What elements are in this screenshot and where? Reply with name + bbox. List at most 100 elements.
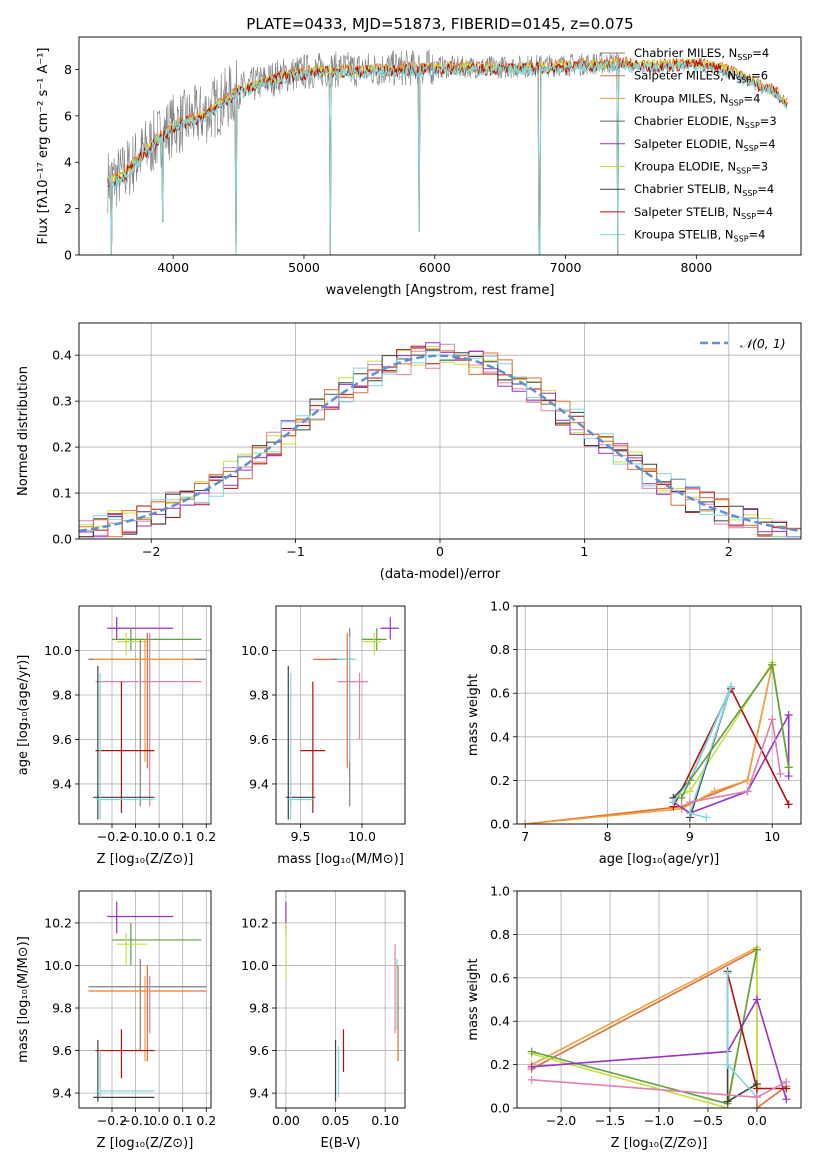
legend-entry: Salpeter STELIB, NSSP=4: [634, 205, 773, 221]
x-tick-label: −0.1: [120, 829, 150, 844]
mass-weight-vs-age-panel: 7 8 9 10 0.0 0.2 0.4 0.6 0.8 1.0 age [log₁₀(age/yr…: [466, 599, 802, 867]
y-tick-label: 9.6: [249, 1043, 269, 1058]
y-tick-label: 10.0: [44, 958, 72, 973]
weight-point-marker: [527, 1062, 536, 1071]
y-tick-label: 1.0: [490, 884, 510, 899]
x-tick-label: 0: [436, 544, 444, 559]
legend-label: 𝒩(0, 1): [740, 336, 786, 351]
y-tick-label: 9.6: [249, 732, 269, 747]
y-axis-label: mass weight: [466, 674, 481, 756]
legend-label: Salpeter ELODIE, N: [634, 137, 744, 151]
x-tick-label: 10: [764, 829, 780, 844]
legend-label: Chabrier MILES, N: [634, 46, 737, 60]
legend-value: =4: [749, 228, 766, 242]
legend-subscript: SSP: [744, 144, 759, 153]
x-tick-label: 0.0: [747, 1113, 767, 1128]
x-tick-label: 1: [580, 544, 588, 559]
y-tick-label: 9.4: [52, 1086, 72, 1101]
x-axis-label: Z [log₁₀(Z/Z⊙)]: [97, 1136, 194, 1151]
y-tick-label: 1.0: [490, 599, 510, 614]
x-tick-label: 6000: [419, 260, 451, 275]
x-tick-label: 0.0: [149, 829, 169, 844]
plot-area: [79, 342, 801, 538]
y-axis-label: mass [log₁₀(M/M⊙)]: [16, 936, 31, 1063]
x-tick-label: 0.1: [173, 1113, 193, 1128]
x-tick-label: −2.0: [546, 1113, 576, 1128]
plot-area: [88, 617, 207, 820]
x-tick-label: −2: [142, 544, 160, 559]
mass-vs-metallicity-panel: −0.2−0.10.0 0.1 0.2 9.4 9.6 9.8 10.0 10.2 Z [log…: [16, 890, 216, 1151]
x-axis-label: age [log₁₀(age/yr)]: [599, 852, 720, 867]
weight-series-line: [531, 949, 758, 1105]
x-axis-label: E(B-V): [320, 1136, 360, 1151]
histogram-series: [79, 347, 801, 538]
axes-frame: [78, 322, 802, 540]
weight-point-marker: [752, 1080, 761, 1089]
legend-value: =6: [751, 69, 768, 83]
spectrum-model-line: [107, 59, 788, 255]
y-tick-label: 9.8: [249, 1001, 269, 1016]
legend-entry: Kroupa MILES, NSSP=4: [634, 91, 760, 107]
legend-entry: Salpeter MILES, NSSP=6: [634, 69, 768, 85]
residuals-panel: −2 −1 0 1 2 0.0 0.1 0.2 0.3 0.4 (data-model)/error…: [16, 322, 802, 582]
x-tick-label: 0.00: [272, 1113, 300, 1128]
x-tick-label: 2: [725, 544, 733, 559]
legend-value: =4: [752, 46, 769, 60]
x-axis-label: Z [log₁₀(Z/Z⊙)]: [97, 852, 194, 867]
weight-point-marker: [743, 787, 752, 796]
y-tick-label: 0.4: [490, 729, 510, 744]
mass-weight-vs-metallicity-panel: −2.0 −1.5 −1.0 −0.5 0.0 0.0 0.2 0.4 0.6 0.8 1.0 Z […: [466, 884, 802, 1151]
x-tick-label: 10.0: [348, 829, 376, 844]
weight-point-marker: [776, 769, 785, 778]
weight-point-marker: [784, 772, 793, 781]
legend-entry: Kroupa ELODIE, NSSP=3: [634, 160, 768, 176]
plot-area: [527, 943, 791, 1108]
spectrum-model-line: [107, 57, 788, 255]
y-tick-label: 0.2: [490, 773, 510, 788]
x-axis-label: Z [log₁₀(Z/Z⊙)]: [611, 1136, 708, 1151]
axes-frame: [516, 890, 802, 1109]
weight-point-marker: [685, 798, 694, 807]
y-tick-label: 6: [64, 108, 72, 123]
weight-point-marker: [723, 1060, 732, 1069]
weight-point-marker: [752, 945, 761, 954]
weight-series-line: [525, 664, 773, 824]
mass-vs-extinction-panel: 0.00 0.05 0.10 9.4 9.6 9.8 10.0 10.2 E(B-V): [241, 890, 406, 1151]
y-tick-label: 9.4: [249, 776, 269, 791]
weight-point-marker: [782, 1077, 791, 1086]
y-tick-label: 0.2: [490, 1057, 510, 1072]
weight-series-line: [531, 947, 758, 1108]
y-tick-label: 8: [64, 62, 72, 77]
legend-label: Salpeter MILES, N: [634, 69, 736, 83]
legend-label: Chabrier ELODIE, N: [634, 114, 745, 128]
x-tick-label: −1.5: [595, 1113, 625, 1128]
x-tick-label: 0.2: [196, 829, 216, 844]
legend-value: =3: [751, 160, 768, 174]
y-axis-label: age [log₁₀(age/yr)]: [16, 655, 31, 776]
x-tick-label: −0.2: [97, 829, 127, 844]
weight-point-marker: [782, 1095, 791, 1104]
plot-area: [107, 49, 788, 255]
weight-series-line: [531, 997, 788, 1100]
y-tick-label: 9.8: [52, 1001, 72, 1016]
x-tick-label: −0.5: [693, 1113, 723, 1128]
legend-entry: Chabrier MILES, NSSP=4: [634, 46, 769, 62]
weight-series-line: [525, 664, 790, 824]
y-tick-label: 0.8: [490, 642, 510, 657]
plot-area: [285, 901, 399, 1102]
weight-point-marker: [784, 800, 793, 809]
y-axis-label: Normed distribution: [16, 366, 31, 496]
legend-entry: Chabrier STELIB, NSSP=4: [634, 182, 774, 198]
legend-subscript: SSP: [745, 121, 760, 130]
weight-point-marker: [723, 1097, 732, 1106]
legend-value: =4: [759, 137, 776, 151]
y-axis-label: Flux [fλ10⁻¹⁷ erg cm⁻² s⁻¹ A⁻¹]: [36, 48, 51, 245]
x-tick-label: 0.10: [371, 1113, 399, 1128]
x-tick-label: 0.0: [149, 1113, 169, 1128]
y-tick-label: 10.2: [44, 915, 72, 930]
normal-curve: [79, 354, 801, 533]
legend-entry: Chabrier ELODIE, NSSP=3: [634, 114, 777, 130]
age-vs-metallicity-panel: −0.2−0.10.0 0.1 0.2 9.4 9.6 9.8 10.0 Z [log₁₀(Z…: [16, 605, 216, 867]
legend-subscript: SSP: [736, 167, 751, 176]
weight-series-line: [672, 714, 790, 814]
